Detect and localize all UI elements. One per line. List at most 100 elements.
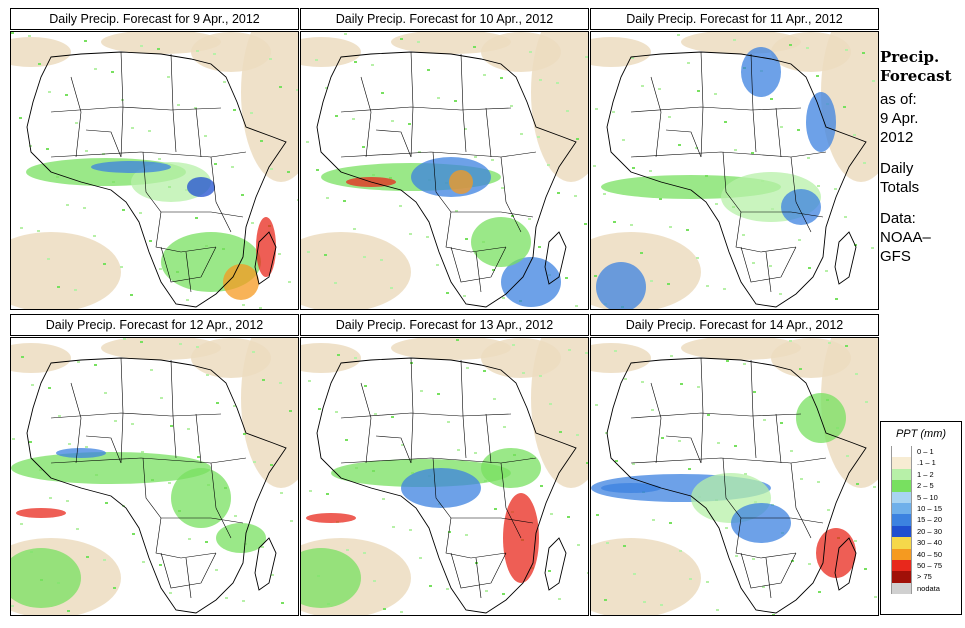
legend-item: 20 – 30: [891, 525, 961, 538]
rain-speckle: [297, 199, 298, 201]
rain-speckle: [511, 215, 514, 217]
country-border: [722, 151, 791, 213]
rain-speckle: [695, 147, 698, 149]
country-border: [500, 211, 534, 218]
country-border: [765, 557, 772, 599]
rain-speckle: [373, 580, 376, 582]
legend-swatch: [891, 502, 912, 515]
rain-speckle: [696, 257, 699, 259]
rain-speckle: [215, 569, 218, 571]
rain-speckle: [707, 414, 710, 416]
rain-speckle: [38, 63, 41, 65]
country-border: [160, 552, 217, 589]
map-graphic: [591, 338, 878, 615]
legend-swatch: [891, 491, 912, 503]
rain-speckle: [186, 299, 189, 301]
country-border: [475, 251, 482, 293]
rain-speckle: [522, 372, 525, 374]
rain-speckle: [807, 157, 810, 159]
rain-speckle: [753, 391, 756, 393]
rain-speckle: [243, 433, 246, 435]
rain-speckle: [763, 419, 766, 421]
rain-speckle: [752, 558, 755, 560]
rain-band: [816, 528, 856, 578]
rain-speckle: [751, 152, 754, 154]
rain-speckle: [309, 490, 312, 492]
rain-speckle: [149, 240, 152, 242]
country-border: [70, 76, 82, 158]
map-graphic: [301, 32, 588, 309]
precip-map: [10, 31, 299, 310]
rain-speckle: [623, 545, 626, 547]
country-border: [665, 129, 702, 158]
dry-area: [101, 32, 221, 54]
rain-speckle: [170, 425, 173, 427]
rain-speckle: [567, 516, 570, 518]
rain-speckle: [157, 48, 160, 50]
country-border: [50, 457, 247, 464]
rain-speckle: [316, 169, 319, 171]
legend-item: 15 – 20: [891, 514, 961, 526]
rain-speckle: [540, 485, 543, 487]
rain-speckle: [326, 197, 329, 199]
legend-swatch: [891, 537, 912, 549]
country-border: [120, 357, 124, 464]
country-border: [450, 552, 507, 589]
country-border: [50, 412, 222, 419]
rain-speckle: [381, 92, 384, 94]
dry-area: [771, 338, 851, 378]
rain-speckle: [557, 192, 560, 194]
rain-speckle: [772, 614, 775, 615]
rain-speckle: [697, 90, 700, 92]
rain-speckle: [159, 564, 162, 566]
daily-label-line2: Totals: [880, 179, 920, 196]
rain-band: [223, 264, 259, 300]
rain-speckle: [594, 275, 597, 277]
rain-speckle: [20, 227, 23, 229]
rain-speckle: [667, 283, 670, 285]
rain-speckle: [658, 88, 661, 90]
dry-area: [101, 338, 221, 360]
dry-area: [481, 338, 561, 378]
country-border: [340, 106, 512, 113]
rain-speckle: [318, 408, 321, 410]
legend-item: 2 – 5: [891, 480, 961, 492]
rain-speckle: [216, 402, 219, 404]
rain-speckle: [818, 591, 821, 593]
country-border: [445, 211, 507, 253]
rain-speckle: [11, 32, 14, 34]
rain-speckle: [817, 185, 820, 187]
legend-label: 5 – 10: [917, 492, 938, 502]
madagascar-outline: [834, 231, 857, 285]
rain-speckle: [539, 375, 542, 377]
rain-speckle: [549, 403, 552, 405]
rain-speckle: [574, 195, 577, 197]
rain-speckle: [483, 74, 486, 76]
rain-speckle: [473, 46, 476, 48]
rain-speckle: [48, 91, 51, 93]
rain-speckle: [409, 529, 412, 531]
forecast-panel-5: Daily Precip. Forecast for 13 Apr., 2012: [300, 314, 589, 616]
rain-speckle: [828, 342, 831, 344]
dry-area: [11, 343, 71, 373]
rain-speckle: [150, 369, 153, 371]
rain-speckle: [132, 533, 135, 535]
country-border: [790, 517, 824, 524]
rain-speckle: [167, 76, 170, 78]
rain-speckle: [354, 61, 357, 63]
panel-title: Daily Precip. Forecast for 14 Apr., 2012: [590, 314, 879, 336]
rain-speckle: [780, 422, 783, 424]
rain-band: [781, 189, 821, 225]
map-graphic: [301, 338, 588, 615]
rain-speckle: [716, 609, 719, 611]
rain-speckle: [825, 270, 828, 272]
daily-label-line1: Daily: [880, 160, 914, 177]
legend-label: 40 – 50: [917, 549, 943, 559]
rain-speckle: [493, 398, 496, 400]
rain-speckle: [66, 204, 69, 206]
map-graphic: [11, 338, 298, 615]
rain-speckle: [281, 602, 284, 604]
rain-speckle: [131, 127, 134, 129]
country-border: [170, 359, 177, 459]
